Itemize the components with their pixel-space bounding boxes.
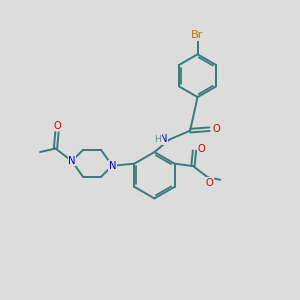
Text: N: N bbox=[68, 156, 76, 166]
Text: N: N bbox=[109, 161, 116, 171]
Text: Br: Br bbox=[191, 30, 204, 40]
Text: O: O bbox=[197, 144, 205, 154]
Text: O: O bbox=[206, 178, 213, 188]
Text: N: N bbox=[160, 134, 168, 144]
Text: H: H bbox=[154, 134, 161, 143]
Text: O: O bbox=[53, 121, 61, 130]
Text: O: O bbox=[212, 124, 220, 134]
